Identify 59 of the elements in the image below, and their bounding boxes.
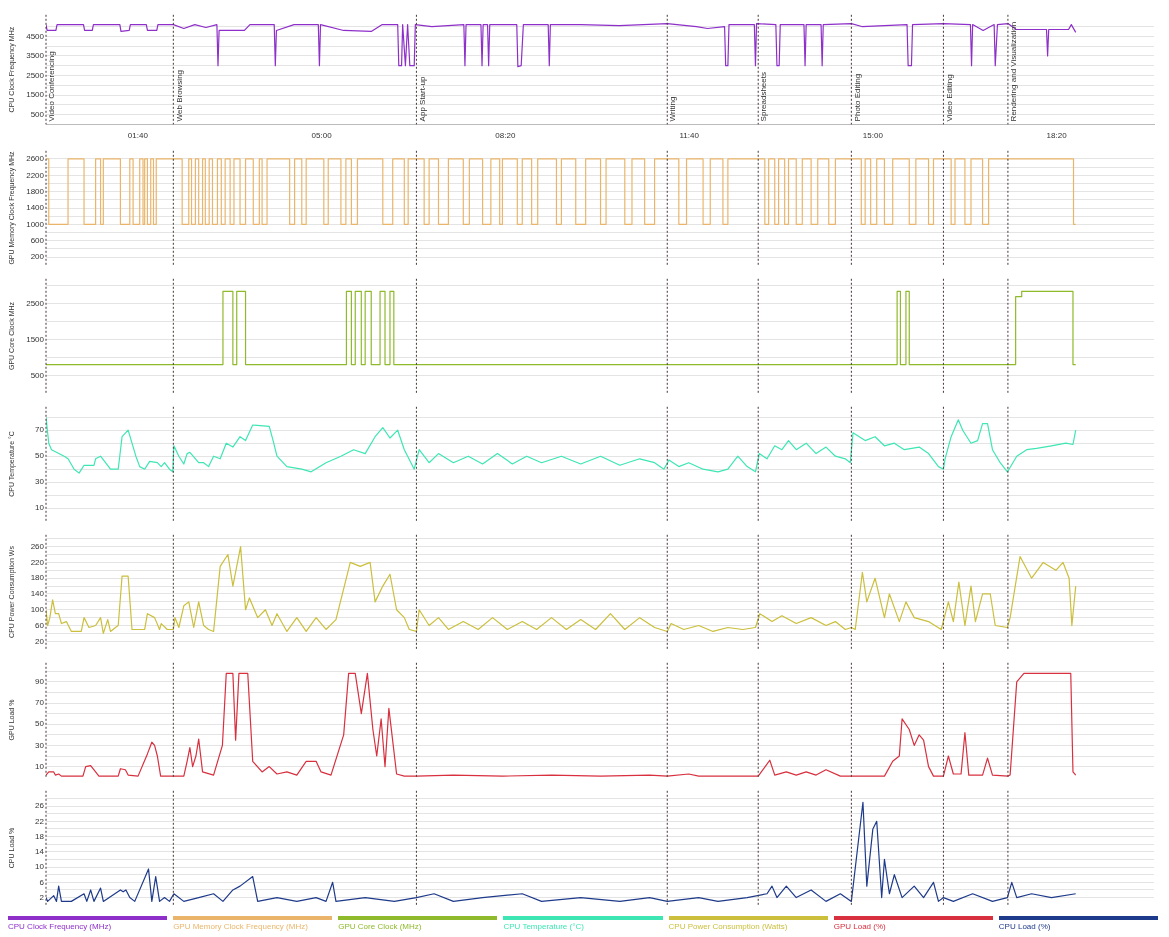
y-tick-label: 10 bbox=[35, 862, 45, 872]
y-tick-label: 20 bbox=[35, 636, 45, 646]
y-tick-label: 1500 bbox=[26, 90, 45, 100]
y-tick-label: 260 bbox=[30, 541, 45, 551]
y-tick-label: 500 bbox=[30, 370, 45, 380]
text: CPU Temperature (°C) bbox=[503, 922, 584, 932]
y-tick-label: 2500 bbox=[26, 70, 45, 80]
x-tick-label: 15:00 bbox=[862, 131, 884, 141]
y-tick-label: 30 bbox=[35, 740, 45, 750]
y-tick-label: 50 bbox=[35, 719, 45, 729]
ref-line-label: App Start-up bbox=[417, 75, 427, 122]
y-tick-label: 2 bbox=[39, 892, 45, 902]
y-tick-label: 1000 bbox=[26, 219, 45, 229]
y-tick-label: 2600 bbox=[26, 154, 45, 164]
x-tick-label: 01:40 bbox=[127, 131, 149, 141]
x-tick-label: 05:00 bbox=[311, 131, 333, 141]
y-tick-label: 70 bbox=[35, 425, 45, 435]
y-tick-label: 22 bbox=[35, 816, 45, 826]
ref-line-label: Video Conferencing bbox=[47, 51, 57, 122]
text: CPU Clock Frequency (MHz) bbox=[8, 922, 112, 932]
y-tick-label: 2200 bbox=[26, 170, 45, 180]
ref-line-label: Photo Editing bbox=[852, 73, 862, 122]
y-tick-label: 60 bbox=[35, 620, 45, 630]
y-tick-label: 18 bbox=[35, 831, 45, 841]
y-tick-label: 4500 bbox=[26, 31, 45, 41]
y-tick-label: 220 bbox=[30, 557, 45, 567]
y-tick-label: 600 bbox=[30, 235, 45, 245]
y-tick-label: 140 bbox=[30, 589, 45, 599]
y-tick-label: 10 bbox=[35, 761, 45, 771]
ref-line-label: Video Editing bbox=[944, 74, 954, 122]
y-tick-label: 1500 bbox=[26, 334, 45, 344]
y-tick-label: 100 bbox=[30, 604, 45, 614]
y-tick-label: 6 bbox=[39, 877, 45, 887]
y-tick-label: 1400 bbox=[26, 203, 45, 213]
y-tick-label: 30 bbox=[35, 477, 45, 487]
y-tick-label: 500 bbox=[30, 109, 45, 119]
ref-line-label: Spreadsheets bbox=[759, 72, 769, 122]
text: GPU Load (%) bbox=[833, 922, 886, 932]
y-tick-label: 2500 bbox=[26, 299, 45, 309]
text: GPU Memory Clock Frequency (MHz) bbox=[173, 922, 308, 932]
text: GPU Core Clock (MHz) bbox=[338, 922, 422, 932]
y-tick-label: 26 bbox=[35, 801, 45, 811]
text: CPU Load (%) bbox=[998, 922, 1051, 932]
y-tick-label: 10 bbox=[35, 503, 45, 513]
ref-line-label: Web Browsing bbox=[174, 69, 184, 122]
x-tick-label: 18:20 bbox=[1046, 131, 1068, 141]
y-tick-label: 1800 bbox=[26, 186, 45, 196]
x-tick-label: 08:20 bbox=[495, 131, 516, 141]
x-tick-label: 11:40 bbox=[679, 131, 700, 141]
y-tick-label: 50 bbox=[35, 451, 45, 461]
y-tick-label: 14 bbox=[35, 847, 45, 857]
y-tick-label: 90 bbox=[35, 677, 45, 687]
y-tick-label: 180 bbox=[30, 573, 45, 583]
text: CPU Power Consumption (Watts) bbox=[668, 922, 788, 932]
ref-line-label: Rendering and Visualization bbox=[1009, 21, 1019, 122]
y-tick-label: 3500 bbox=[26, 51, 45, 61]
y-tick-label: 70 bbox=[35, 698, 45, 708]
y-tick-label: 200 bbox=[30, 252, 45, 262]
ref-line-label: Writing bbox=[668, 96, 678, 122]
